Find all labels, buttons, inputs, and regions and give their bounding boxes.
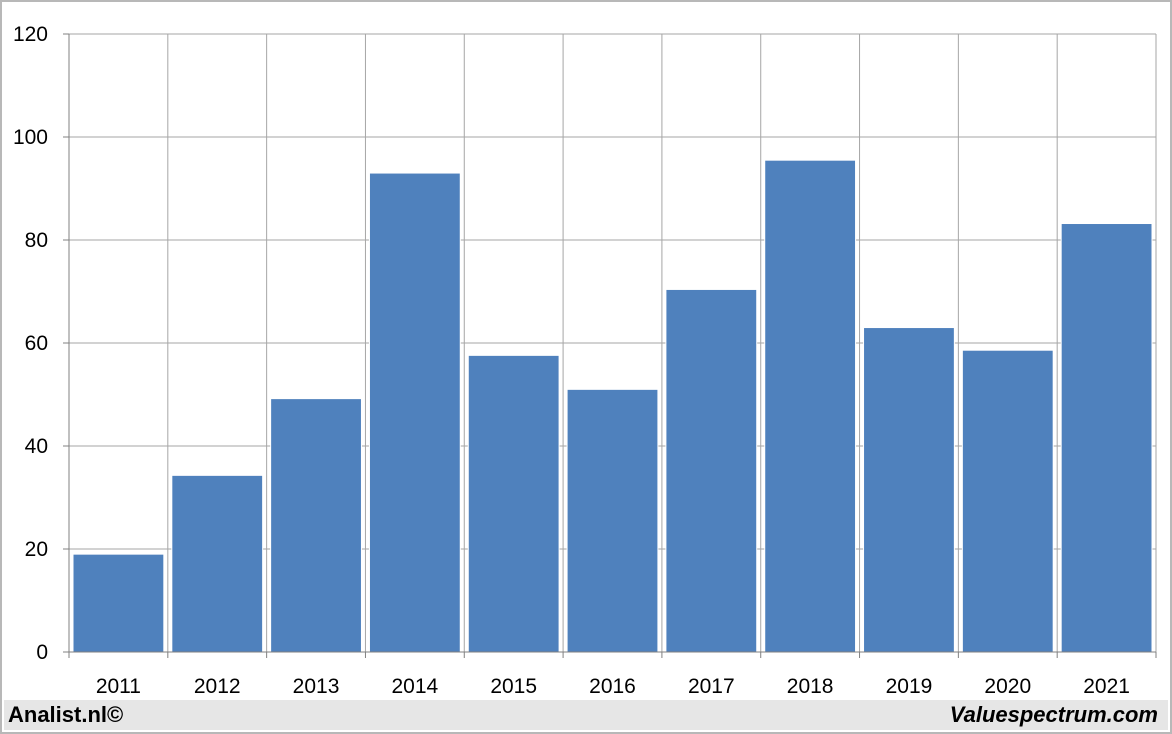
y-tick-label: 20 <box>25 538 48 561</box>
bar-2013 <box>270 398 362 653</box>
bar-2016 <box>566 388 659 653</box>
y-tick-label: 120 <box>13 23 48 46</box>
bars <box>72 159 1153 653</box>
bar-2015 <box>467 354 560 653</box>
x-tick-label: 2020 <box>984 675 1031 698</box>
bar-2021 <box>1060 223 1153 653</box>
bar-2019 <box>863 327 955 653</box>
axes <box>63 33 1157 658</box>
x-tick-label: 2011 <box>96 675 141 698</box>
x-tick-label: 2016 <box>589 675 636 698</box>
bar-2011 <box>72 553 165 653</box>
footer-bar: Analist.nl© Valuespectrum.com <box>4 700 1168 730</box>
x-tick-label: 2018 <box>787 675 834 698</box>
y-axis-labels: 0 20 40 60 80 100 120 <box>13 23 48 664</box>
y-tick-label: 100 <box>13 126 48 149</box>
x-tick-label: 2015 <box>490 675 537 698</box>
x-tick-label: 2012 <box>194 675 241 698</box>
x-tick-label: 2019 <box>886 675 933 698</box>
bar-2020 <box>961 349 1054 653</box>
bar-2018 <box>764 159 857 653</box>
website-credit: Valuespectrum.com <box>949 702 1158 727</box>
bar-chart: 0 20 40 60 80 100 120 2011 2012 2013 2014 2015 2016… <box>13 23 1157 698</box>
x-tick-label: 2021 <box>1083 675 1130 698</box>
x-axis-labels: 2011 2012 2013 2014 2015 2016 2017 2018 2019 2020… <box>96 675 1130 698</box>
bar-2014 <box>368 172 461 653</box>
y-tick-label: 40 <box>25 435 48 458</box>
x-tick-label: 2017 <box>688 675 735 698</box>
bar-2017 <box>665 288 758 653</box>
x-tick-label: 2014 <box>392 675 439 698</box>
source-credit: Analist.nl© <box>8 702 124 727</box>
x-tick-label: 2013 <box>293 675 340 698</box>
grid <box>69 33 1157 652</box>
y-tick-label: 0 <box>36 641 48 664</box>
y-tick-label: 80 <box>25 229 48 252</box>
y-tick-label: 60 <box>25 332 48 355</box>
bar-2012 <box>171 474 264 653</box>
